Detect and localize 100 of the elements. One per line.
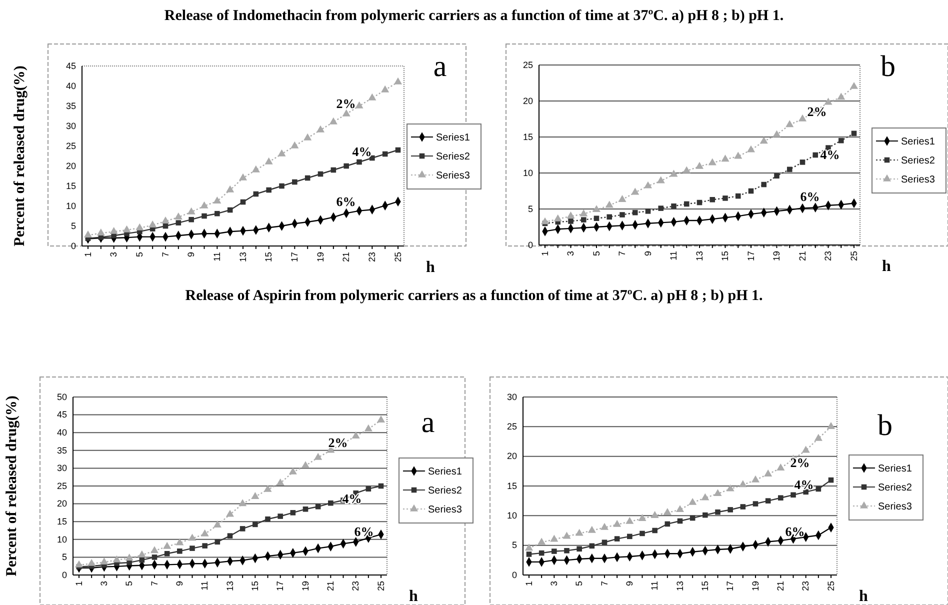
- annotation: 2%: [807, 104, 827, 119]
- point: [734, 152, 742, 159]
- x-tick-label: 3: [108, 252, 119, 258]
- point: [644, 181, 652, 188]
- x-tick-label: 23: [367, 252, 378, 262]
- point: [760, 136, 768, 144]
- point: [279, 183, 284, 189]
- legend-label: Series1: [878, 464, 912, 474]
- point: [213, 520, 222, 528]
- y-tick-label: 0: [528, 240, 533, 250]
- point: [605, 200, 614, 208]
- point: [329, 117, 338, 124]
- point: [152, 554, 158, 560]
- point: [656, 176, 665, 184]
- x-tick-label: 1: [74, 581, 84, 586]
- point: [214, 210, 220, 216]
- x-tick-label: 13: [224, 581, 235, 592]
- point: [138, 550, 146, 558]
- x-tick-label: 21: [776, 581, 786, 592]
- point: [342, 109, 350, 116]
- point: [290, 510, 296, 516]
- point: [200, 201, 208, 208]
- point: [552, 548, 557, 554]
- x-tick-label: 1: [540, 251, 550, 256]
- point: [824, 98, 832, 105]
- annotation: 6%: [354, 524, 374, 539]
- point: [695, 162, 704, 169]
- point: [368, 93, 376, 100]
- text: b: [880, 50, 896, 83]
- y-tick-label: 50: [56, 392, 67, 402]
- point: [798, 114, 807, 122]
- x-tick-label: 5: [124, 581, 134, 586]
- x-tick-label: 13: [674, 581, 685, 592]
- point: [626, 516, 634, 524]
- point: [264, 484, 272, 492]
- point: [663, 508, 672, 516]
- y-tick-label: 15: [66, 180, 76, 191]
- point: [562, 532, 571, 539]
- point: [301, 461, 310, 468]
- point: [187, 207, 196, 214]
- point: [838, 138, 844, 144]
- point: [364, 424, 372, 432]
- point: [765, 498, 771, 504]
- point: [538, 538, 546, 545]
- x-tick-label: 25: [376, 581, 386, 592]
- y-tick-label: 15: [522, 132, 533, 142]
- point: [746, 145, 756, 152]
- point: [550, 534, 558, 542]
- point: [684, 201, 690, 207]
- point: [148, 220, 157, 228]
- y-tick-label: 10: [56, 534, 67, 544]
- legend-label: Series3: [436, 170, 470, 182]
- point: [316, 125, 325, 132]
- y-tick-label: 0: [70, 240, 76, 251]
- x-tick-label: 19: [750, 581, 760, 592]
- point: [761, 182, 767, 188]
- point: [566, 212, 575, 219]
- point: [226, 185, 234, 192]
- y-tick-label: 5: [62, 552, 67, 562]
- y-tick-label: 10: [522, 168, 533, 178]
- point: [252, 165, 260, 172]
- point: [302, 506, 308, 512]
- y-axis-title: Percent of released drug(%): [4, 396, 20, 576]
- annotation: 6%: [800, 189, 820, 204]
- x-tick-label: 15: [264, 252, 274, 262]
- x-tick-label: 17: [290, 252, 300, 262]
- point: [524, 544, 534, 551]
- point: [714, 489, 722, 496]
- point: [740, 504, 746, 510]
- y-tick-label: 20: [56, 498, 67, 509]
- point: [837, 92, 846, 100]
- point: [176, 538, 184, 546]
- y-tick-label: 0: [512, 570, 517, 580]
- point: [355, 101, 364, 108]
- point: [618, 194, 626, 202]
- point: [614, 536, 620, 542]
- x-tick-label: 23: [800, 581, 811, 592]
- point: [376, 415, 386, 422]
- y-tick-label: 5: [70, 220, 76, 231]
- point: [366, 486, 372, 492]
- point: [688, 498, 697, 505]
- point: [850, 82, 858, 89]
- y-tick-label: 5: [512, 540, 517, 550]
- y-axis-title: Percent of released drug(%): [12, 66, 28, 246]
- x-tick-label: 11: [668, 251, 679, 260]
- point: [772, 130, 781, 138]
- point: [328, 500, 334, 506]
- point: [786, 120, 794, 128]
- point: [290, 141, 299, 148]
- point: [588, 526, 596, 533]
- point: [188, 534, 196, 541]
- point: [110, 226, 118, 234]
- point: [676, 505, 684, 512]
- x-tick-label: 25: [392, 252, 403, 262]
- annotation: 2%: [336, 96, 356, 111]
- point: [227, 533, 233, 538]
- point: [84, 230, 92, 238]
- text: Release of Aspirin from polymeric carriers as a function of time at 37ºC. a) pH 8 ; b) pH 1.: [185, 288, 763, 304]
- x-tick-label: 1: [524, 581, 534, 586]
- y-tick-label: 5: [528, 204, 533, 214]
